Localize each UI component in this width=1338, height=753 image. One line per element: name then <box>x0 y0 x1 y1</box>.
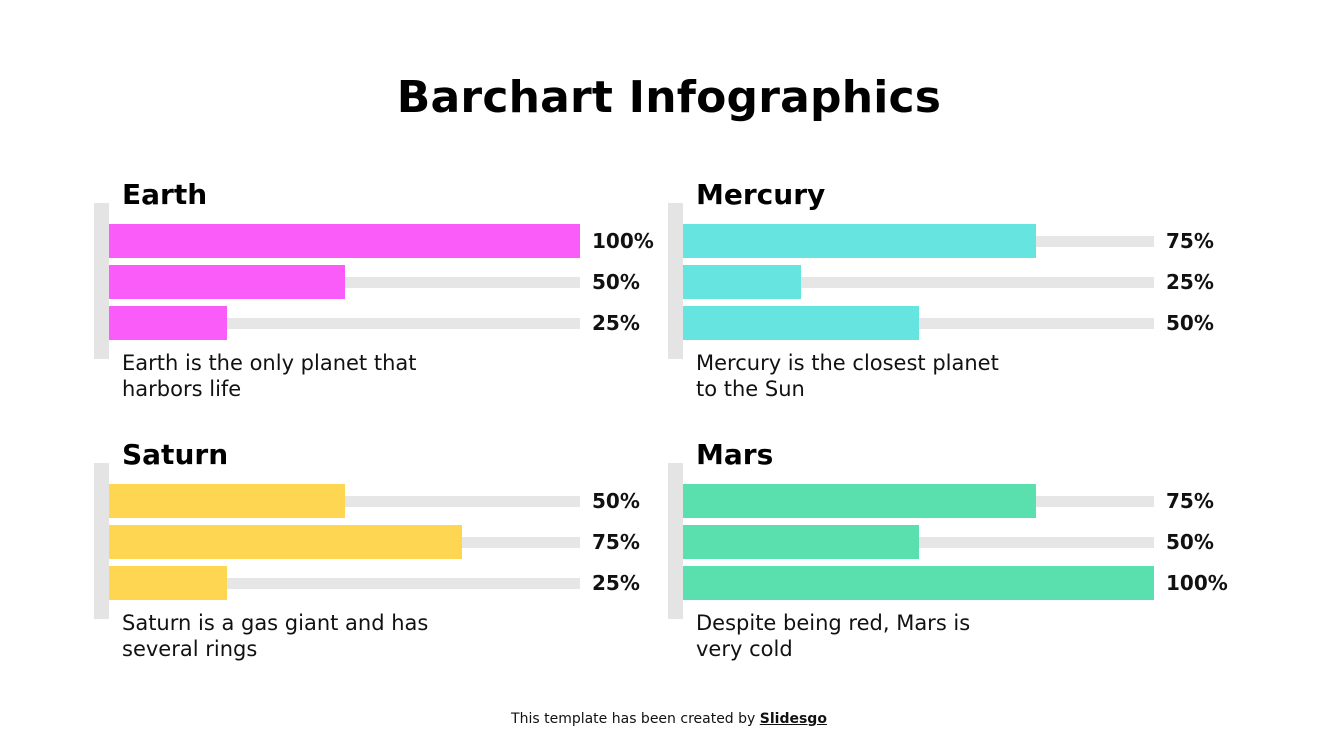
mars-chart-axis <box>668 463 683 619</box>
saturn-bar-row: 25% <box>109 566 649 600</box>
mercury-chart: Mercury 75% 25% 50% Mercury is the closest… <box>668 172 1228 402</box>
mercury-bar-row: 75% <box>683 224 1223 258</box>
mars-bar-row: 50% <box>683 525 1223 559</box>
saturn-chart: Saturn 50% 75% 25% Saturn is a gas giant a… <box>94 432 654 662</box>
saturn-bar-value-label: 75% <box>592 530 640 554</box>
page-title: Barchart Infographics <box>396 72 942 123</box>
mercury-chart-bars: 75% 25% 50% <box>683 224 1223 347</box>
earth-chart-axis <box>94 203 109 359</box>
earth-bar-row: 100% <box>109 224 654 258</box>
earth-chart-title: Earth <box>122 178 208 211</box>
mercury-bar <box>683 265 801 299</box>
footer-credit: This template has been created by Slides… <box>0 711 1338 727</box>
earth-bar <box>109 306 227 340</box>
mars-bar-value-label: 75% <box>1166 489 1214 513</box>
earth-bar <box>109 224 580 258</box>
saturn-chart-description: Saturn is a gas giant and has several ri… <box>122 611 429 661</box>
mars-bar-value-label: 50% <box>1166 530 1214 554</box>
mars-bar-value-label: 100% <box>1166 571 1228 595</box>
mars-bar-row: 75% <box>683 484 1223 518</box>
saturn-chart-axis <box>94 463 109 619</box>
mercury-bar <box>683 306 919 340</box>
saturn-bar <box>109 484 345 518</box>
mercury-chart-axis <box>668 203 683 359</box>
earth-chart-bars: 100% 50% 25% <box>109 224 654 347</box>
footer-brand-link[interactable]: Slidesgo <box>759 711 827 727</box>
mars-chart-description: Despite being red, Mars is very cold <box>696 611 971 661</box>
earth-bar-row: 25% <box>109 306 649 340</box>
saturn-bar-track <box>109 578 580 589</box>
mercury-bar-value-label: 25% <box>1166 270 1214 294</box>
earth-bar-track <box>109 318 580 329</box>
saturn-chart-title: Saturn <box>122 438 229 471</box>
earth-chart-description: Earth is the only planet that harbors li… <box>122 351 417 401</box>
mars-bar-row: 100% <box>683 566 1228 600</box>
earth-bar-value-label: 50% <box>592 270 640 294</box>
earth-bar-row: 50% <box>109 265 649 299</box>
saturn-bar-row: 50% <box>109 484 649 518</box>
saturn-bar-value-label: 25% <box>592 571 640 595</box>
mercury-chart-description: Mercury is the closest planet to the Sun <box>696 351 999 401</box>
mercury-bar-row: 50% <box>683 306 1223 340</box>
saturn-chart-bars: 50% 75% 25% <box>109 484 649 607</box>
earth-bar <box>109 265 345 299</box>
mars-bar <box>683 566 1154 600</box>
saturn-bar-row: 75% <box>109 525 649 559</box>
saturn-bar <box>109 525 462 559</box>
earth-bar-value-label: 100% <box>592 229 654 253</box>
mars-bar <box>683 484 1036 518</box>
mercury-bar <box>683 224 1036 258</box>
saturn-bar <box>109 566 227 600</box>
mercury-bar-row: 25% <box>683 265 1223 299</box>
saturn-bar-value-label: 50% <box>592 489 640 513</box>
earth-bar-value-label: 25% <box>592 311 640 335</box>
mars-chart-bars: 75% 50% 100% <box>683 484 1228 607</box>
mercury-chart-title: Mercury <box>696 178 826 211</box>
mars-bar <box>683 525 919 559</box>
mars-chart-title: Mars <box>696 438 774 471</box>
mercury-bar-value-label: 75% <box>1166 229 1214 253</box>
earth-chart: Earth 100% 50% 25% Earth is the only plane… <box>94 172 654 402</box>
mars-chart: Mars 75% 50% 100% Despite being red, Mars … <box>668 432 1228 662</box>
mercury-bar-value-label: 50% <box>1166 311 1214 335</box>
footer-text: This template has been created by <box>511 711 760 727</box>
mercury-bar-track <box>683 277 1154 288</box>
